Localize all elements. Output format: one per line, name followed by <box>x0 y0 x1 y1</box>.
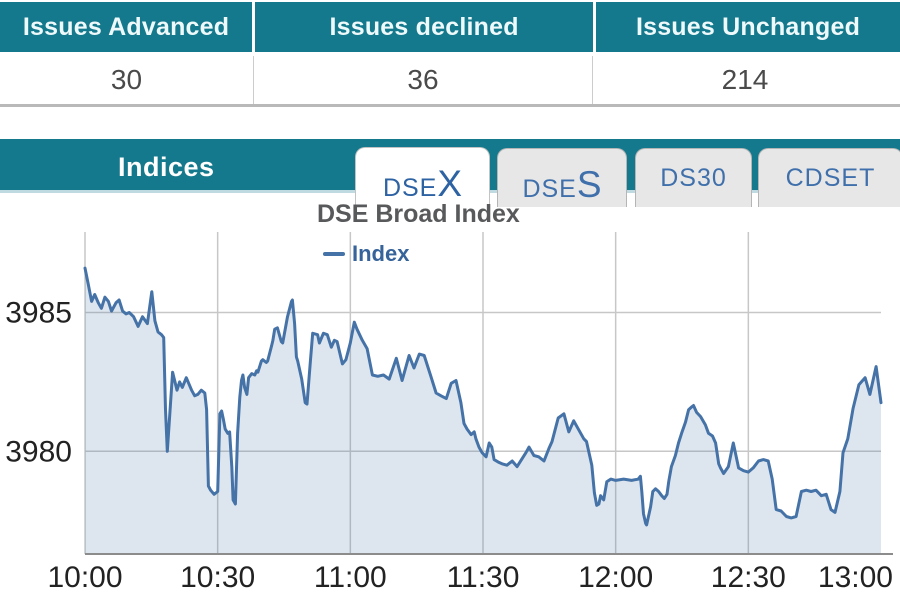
header-issues-advanced: Issues Advanced <box>0 2 253 52</box>
x-tick-label: 12:00 <box>578 561 653 594</box>
tab-dsex-label-large: X <box>437 163 463 204</box>
legend-line-marker-icon <box>323 252 345 256</box>
chart-title: DSE Broad Index <box>317 200 520 228</box>
x-tick-label: 11:30 <box>447 561 520 594</box>
x-tick-label: 10:30 <box>180 561 255 594</box>
index-line <box>83 266 883 527</box>
tab-cdset-label: CDSET <box>785 164 876 192</box>
x-tick-label: 13:00 <box>818 561 893 594</box>
value-issues-unchanged: 214 <box>592 56 897 104</box>
tab-dses-label-small: DSE <box>522 175 577 203</box>
value-issues-advanced: 30 <box>0 56 253 104</box>
tab-dsex[interactable]: DSE X <box>355 147 490 211</box>
issues-summary-table: Issues Advanced Issues declined Issues U… <box>0 2 900 107</box>
x-tick-label: 12:30 <box>711 561 786 594</box>
value-issues-declined: 36 <box>253 56 592 104</box>
tab-cdset[interactable]: CDSET <box>758 148 900 207</box>
tab-ds30-label: DS30 <box>660 164 727 192</box>
header-issues-unchanged: Issues Unchanged <box>596 2 900 52</box>
header-issues-declined: Issues declined <box>255 2 594 52</box>
y-tick-label: 3985 <box>5 297 72 330</box>
issues-summary-header-row: Issues Advanced Issues declined Issues U… <box>0 2 900 52</box>
legend-series-label: Index <box>352 241 410 266</box>
tab-ds30[interactable]: DS30 <box>635 148 752 207</box>
tab-dses[interactable]: DSE S <box>497 148 627 207</box>
indices-panel-title: Indices <box>118 152 215 182</box>
tab-dsex-label-small: DSE <box>382 174 438 202</box>
issues-summary-value-row: 30 36 214 <box>0 56 900 107</box>
x-tick-label: 11:00 <box>314 561 387 594</box>
y-tick-label: 3980 <box>5 435 72 468</box>
tab-dses-label-large: S <box>576 164 602 205</box>
x-tick-label: 10:00 <box>47 561 122 594</box>
chart-legend: Index <box>323 241 409 267</box>
